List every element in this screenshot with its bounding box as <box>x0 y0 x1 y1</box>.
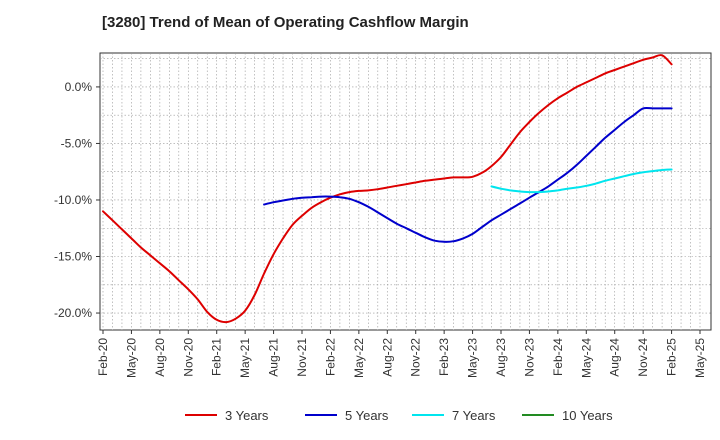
x-tick-label: Nov-21 <box>295 338 309 377</box>
x-tick-label: Feb-21 <box>210 338 224 376</box>
plot-area <box>99 52 712 331</box>
x-tick-label: Feb-24 <box>551 338 565 376</box>
legend-label-10-years: 10 Years <box>562 408 613 423</box>
series-line-5-years <box>263 106 673 243</box>
x-tick-label: Nov-24 <box>636 338 650 377</box>
x-tick-label: Nov-23 <box>522 338 536 377</box>
series-line-3-years <box>102 54 673 324</box>
x-tick-label: Aug-23 <box>494 338 508 377</box>
y-tick-label: 0.0% <box>65 80 93 94</box>
series-layer <box>102 54 673 324</box>
y-tick-label: -10.0% <box>54 193 92 207</box>
x-tick-label: Aug-24 <box>608 338 622 377</box>
legend-label-3-years: 3 Years <box>225 408 269 423</box>
x-tick-label: Aug-20 <box>153 338 167 377</box>
chart-title: [3280] Trend of Mean of Operating Cashfl… <box>102 14 469 31</box>
x-tick-label: Aug-22 <box>380 338 394 377</box>
y-tick-label: -15.0% <box>54 250 92 264</box>
legend-label-7-years: 7 Years <box>452 408 496 423</box>
x-tick-label: May-25 <box>693 338 707 378</box>
x-tick-label: May-20 <box>124 338 138 378</box>
y-tick-label: -20.0% <box>54 306 92 320</box>
x-tick-label: Feb-22 <box>323 338 337 376</box>
x-tick-label: May-23 <box>466 338 480 378</box>
y-axis-labels: 0.0% -5.0% -10.0% -15.0% -20.0% <box>54 80 100 320</box>
x-tick-label: Feb-20 <box>96 338 110 376</box>
legend-label-5-years: 5 Years <box>345 408 389 423</box>
y-tick-label: -5.0% <box>61 136 93 150</box>
x-tick-label: Feb-25 <box>665 338 679 376</box>
x-tick-label: May-24 <box>579 338 593 378</box>
legend: 3 Years 5 Years 7 Years 10 Years <box>185 408 613 423</box>
x-axis-labels: Feb-20 May-20 Aug-20 Nov-20 Feb-21 May-21 Aug-… <box>96 330 707 378</box>
series-line-7-years <box>490 168 673 194</box>
x-tick-label: May-21 <box>238 338 252 378</box>
grid-layer <box>100 53 711 330</box>
x-tick-label: Aug-21 <box>267 338 281 377</box>
x-tick-label: Nov-20 <box>181 338 195 377</box>
x-tick-label: Nov-22 <box>409 338 423 377</box>
x-tick-label: Feb-23 <box>437 338 451 376</box>
x-tick-label: May-22 <box>352 338 366 378</box>
